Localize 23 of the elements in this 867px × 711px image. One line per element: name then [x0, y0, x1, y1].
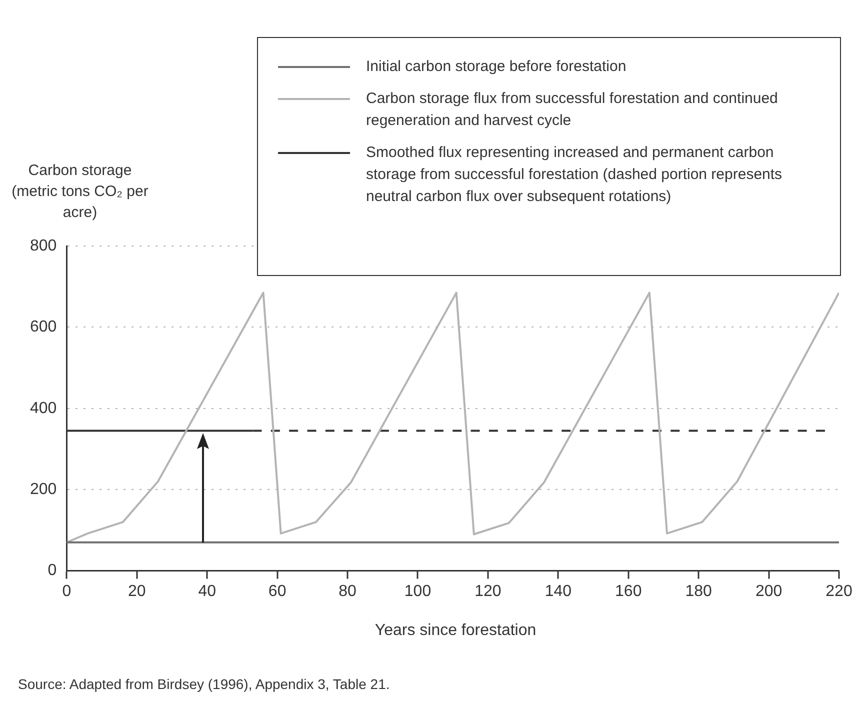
legend-label: Smoothed flux representing increased and permanent carbon storage from successful forestation (dashed portion represents neutral carbon flux over subsequent rotations): [366, 143, 784, 207]
x-tick-label: 60: [268, 582, 286, 600]
x-tick-label: 40: [198, 582, 216, 600]
x-tick-label: 140: [544, 582, 572, 600]
source-note: Source: Adapted from Birdsey (1996), Appendix 3, Table 21.: [18, 676, 390, 692]
y-tick-label: 600: [30, 318, 57, 336]
y-tick-label: 200: [30, 481, 57, 498]
x-tick-label: 20: [128, 582, 146, 600]
y-tick-label: 0: [48, 562, 57, 580]
y-axis-title: Carbon storage (metric tons CO₂ per acre): [10, 161, 150, 223]
x-tick-label: 100: [404, 582, 432, 600]
legend-label: Carbon storage flux from successful forestation and continued regeneration and harvest cycle: [366, 89, 779, 131]
x-tick-label: 180: [685, 582, 712, 600]
x-tick-label: 200: [755, 582, 782, 600]
x-tick-label: 80: [338, 582, 357, 600]
legend-label: Initial carbon storage before forestation: [366, 57, 628, 77]
x-axis-title: Years since forestation: [374, 622, 538, 640]
x-tick-label: 120: [474, 582, 502, 600]
y-tick-label: 400: [30, 400, 57, 417]
x-tick-label: 160: [615, 582, 642, 600]
x-tick-label: 220: [826, 582, 852, 600]
x-tick-label: 0: [62, 582, 72, 600]
y-tick-label: 800: [30, 237, 57, 254]
